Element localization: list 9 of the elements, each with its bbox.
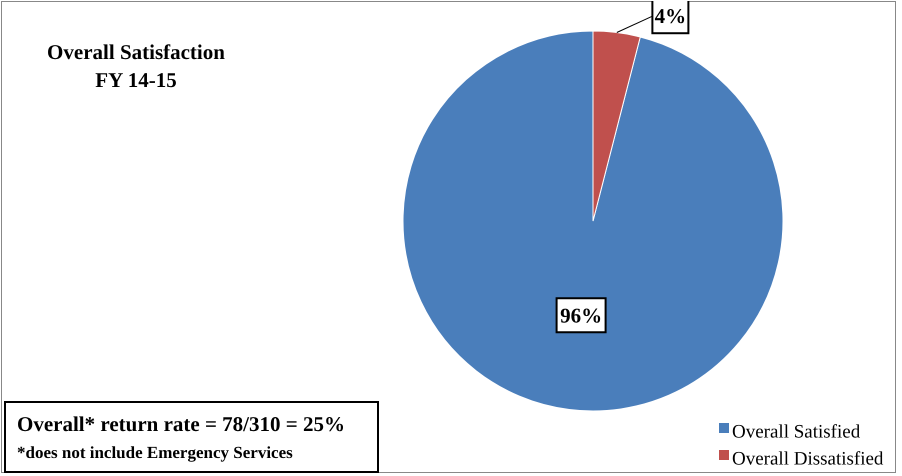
legend-label: Overall Dissatisfied — [732, 448, 884, 470]
text: *does not include Emergency Services — [17, 443, 294, 462]
text: FY 14-15 — [95, 68, 177, 92]
data-label: 96% — [560, 303, 602, 328]
legend-label: Overall Satisfied — [732, 421, 861, 442]
text: Overall Satisfaction — [47, 40, 226, 64]
data-label: 4% — [654, 4, 686, 28]
pie-slice — [402, 30, 784, 412]
text: Overall* return rate = 78/310 = 25% — [17, 412, 345, 436]
